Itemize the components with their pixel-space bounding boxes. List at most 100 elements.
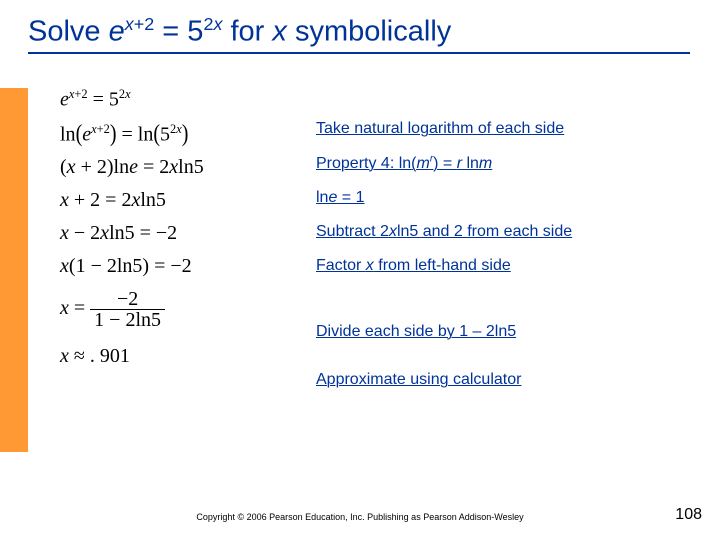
exp2-ln2: ln (466, 155, 478, 172)
exp4-pre: Subtract 2 (316, 223, 389, 240)
title-exp2-rm: 2 (203, 14, 213, 34)
exp6-text: Divide each side by 1 – 2ln5 (316, 323, 516, 340)
title-e: e (109, 16, 125, 48)
sidebar-accent (0, 88, 28, 452)
exp5-pre: Factor (316, 257, 366, 274)
exp3: lne = 1 (316, 189, 365, 206)
eq4-p2: + 2 (69, 189, 100, 211)
eq8-x: x (60, 345, 69, 367)
eq7-den-five: 5 (151, 309, 161, 331)
eq1-eq: = (88, 89, 109, 111)
eq6-eq: = (149, 255, 170, 277)
equation-column: ex+2 = 52x ln(ex+2) = ln(52x) (x + 2)lne… (60, 88, 305, 379)
slide-title: Solve ex+2 = 52x for x symbolically (28, 14, 451, 49)
eq7-num: −2 (90, 289, 165, 310)
eq1-s1b: +2 (74, 87, 87, 101)
eq7-eq: = (69, 297, 90, 319)
eq2-lp1: ( (76, 122, 83, 146)
eq2-rp2: ) (182, 122, 189, 146)
exp-row-4: Subtract 2xln5 and 2 from each side (316, 223, 706, 241)
eq6-neg2: −2 (170, 255, 191, 277)
eq2-eq: = (116, 123, 137, 145)
eq6-five: 5 (132, 255, 142, 277)
eq2-e: e (82, 123, 91, 145)
eq6-two: 2 (107, 255, 117, 277)
title-exp1-rm: +2 (134, 14, 155, 34)
eq1-s2b: x (125, 87, 131, 101)
exp-row-6: Divide each side by 1 – 2ln5 (316, 323, 706, 341)
eq5-m: − (69, 222, 90, 244)
eq6-ln: ln (117, 255, 133, 277)
eq3-e: e (129, 156, 138, 178)
eq8-approx: ≈ (69, 345, 90, 367)
copyright-footer: Copyright © 2006 Pearson Education, Inc.… (0, 512, 720, 522)
eq6-lp: ( (69, 255, 76, 277)
title-exp1-it: x (125, 14, 134, 34)
eq3-x2: x (169, 156, 178, 178)
exp5-x: x (366, 257, 374, 274)
exp5: Factor x from left-hand side (316, 257, 511, 274)
eq3-ln: ln (114, 156, 130, 178)
eq-row-4: x + 2 = 2xln5 (60, 190, 305, 210)
eq2-b: 5 (160, 123, 170, 145)
exp-row-5: Factor x from left-hand side (316, 257, 706, 275)
exp4-x: x (389, 223, 397, 240)
eq6-one: 1 (76, 255, 86, 277)
exp7-text: Approximate using calculator (316, 371, 521, 388)
eq7-den-ln: ln (135, 309, 151, 331)
eq4-two: 2 (121, 189, 131, 211)
eq-row-5: x − 2xln5 = −2 (60, 223, 305, 243)
eq2-lp2: ( (153, 122, 160, 146)
exp4-ln5: ln5 and 2 from each side (397, 223, 572, 240)
eq6-m: − (86, 255, 107, 277)
eq3-p2: + 2 (76, 156, 107, 178)
eq1-b: 5 (109, 89, 119, 111)
eq7-den-a: 1 − 2 (94, 309, 135, 331)
eq5-five: 5 (125, 222, 135, 244)
eq6-x: x (60, 255, 69, 277)
exp-row-1: Take natural logarithm of each side (316, 120, 706, 138)
exp2-eq: = (438, 155, 456, 172)
eq4-five: 5 (156, 189, 166, 211)
exp2-ln: ln (399, 155, 411, 172)
eq7-x: x (60, 297, 69, 319)
eq3-two: 2 (159, 156, 169, 178)
eq-row-3: (x + 2)lne = 2xln5 (60, 157, 305, 177)
eq2-s1b: +2 (97, 122, 110, 136)
title-var: x (272, 16, 287, 48)
eq5-two: 2 (90, 222, 100, 244)
eq-row-6: x(1 − 2ln5) = −2 (60, 256, 305, 276)
eq7-frac: −21 − 2ln5 (90, 289, 165, 330)
exp5-post: from left-hand side (374, 257, 511, 274)
exp2-m: m (416, 155, 429, 172)
exp-row-7: Approximate using calculator (316, 371, 706, 389)
eq-row-8: x ≈ . 901 (60, 346, 305, 366)
exp3-ln: ln (316, 189, 328, 206)
title-eq: = (154, 16, 187, 48)
exp1-text: Take natural logarithm of each side (316, 120, 564, 137)
exp3-eq: = 1 (337, 189, 364, 206)
eq3-ln2: ln (178, 156, 194, 178)
eq4-ln: ln (140, 189, 156, 211)
exp2-m2: m (479, 155, 492, 172)
page-number: 108 (675, 506, 702, 524)
eq5-neg2: −2 (156, 222, 177, 244)
eq4-x2: x (131, 189, 140, 211)
exp2: Property 4: ln(mr) = r lnm (316, 155, 492, 172)
eq5-ln: ln (109, 222, 125, 244)
eq2-ln1: ln (60, 123, 76, 145)
eq3-x: x (67, 156, 76, 178)
explanation-column: Take natural logarithm of each side Prop… (316, 120, 706, 405)
exp-row-2: Property 4: ln(mr) = r lnm (316, 154, 706, 173)
exp2-pre: Property 4: (316, 155, 399, 172)
eq3-five: 5 (194, 156, 204, 178)
exp-row-3: lne = 1 (316, 189, 706, 207)
title-mid: for (222, 16, 272, 48)
eq1-e: e (60, 89, 69, 111)
eq-row-1: ex+2 = 52x (60, 88, 305, 110)
title-base2: 5 (187, 16, 203, 48)
eq5-x: x (60, 222, 69, 244)
eq3-eq: = (138, 156, 159, 178)
eq3-lp: ( (60, 156, 67, 178)
eq2-rp1: ) (110, 122, 117, 146)
